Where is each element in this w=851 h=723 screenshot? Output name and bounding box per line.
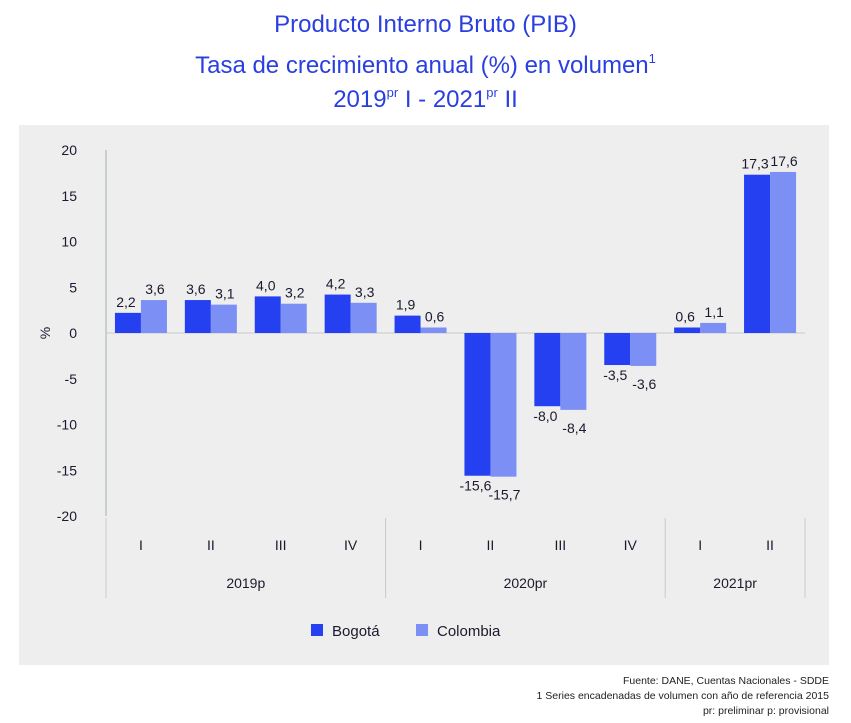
bar-bogota (254, 296, 281, 333)
y-tick-label: -15 (57, 462, 77, 478)
quarter-label: I (698, 537, 702, 553)
y-axis-label: % (37, 327, 53, 339)
quarter-label: IV (344, 537, 358, 553)
bar-bogota (674, 327, 701, 333)
data-label: 3,3 (355, 284, 375, 300)
data-label: 2,2 (116, 294, 136, 310)
data-label: 0,6 (425, 309, 445, 325)
abbreviation-note: pr: preliminar p: provisional (702, 705, 829, 717)
quarter-label: III (555, 537, 567, 553)
bar-colombia (770, 171, 797, 333)
year-group-label: 2021pr (713, 575, 757, 591)
bar-colombia (280, 303, 307, 333)
y-tick-label: -10 (57, 417, 77, 433)
y-tick-label: 5 (69, 279, 77, 295)
data-label: 1,9 (396, 297, 416, 313)
bar-bogota (464, 333, 491, 476)
quarter-label: II (487, 537, 495, 553)
series-note: 1 Series encadenadas de volumen con año … (536, 690, 829, 702)
bar-colombia (630, 333, 657, 366)
bar-bogota (394, 315, 421, 333)
data-label: 1,1 (704, 304, 724, 320)
legend-label: Bogotá (332, 623, 380, 640)
bar-colombia (700, 322, 727, 333)
data-label: -15,7 (488, 487, 520, 503)
bar-colombia (210, 304, 237, 333)
period-range: I - 2021 (398, 86, 487, 113)
bar-colombia (350, 302, 377, 333)
data-label: 3,6 (145, 281, 165, 297)
subtitle-footnote-mark: 1 (648, 51, 656, 66)
period-start-year: 2019 (333, 86, 387, 113)
chart-footer: Fuente: DANE, Cuentas Nacionales - SDDE … (537, 674, 829, 719)
legend-label: Colombia (437, 623, 501, 640)
data-label: -8,0 (533, 408, 557, 424)
bar-bogota (324, 294, 351, 333)
bar-bogota (744, 174, 771, 333)
bar-bogota (114, 312, 141, 333)
quarter-label: II (766, 537, 774, 553)
period-start-sup: pr (386, 85, 399, 100)
legend-swatch (311, 624, 323, 636)
bar-chart: 20 15 10 5 0 -5 -10 -15 -20% 2,2 3,6 4,0 4,2 1,9 -15,6… (37, 142, 806, 640)
y-tick-label: 15 (61, 188, 77, 204)
data-label: -15,6 (459, 478, 491, 494)
data-label: 0,6 (675, 309, 695, 325)
bar-colombia (140, 300, 167, 333)
year-group-label: 2019p (226, 575, 265, 591)
y-tick-label: -5 (65, 371, 78, 387)
bar-colombia (560, 333, 587, 410)
y-tick-label: -20 (57, 508, 77, 524)
chart-panel: 20 15 10 5 0 -5 -10 -15 -20% 2,2 3,6 4,0 4,2 1,9 -15,6… (19, 125, 829, 665)
bar-bogota (184, 300, 211, 333)
data-label: 3,6 (186, 281, 206, 297)
data-label: 17,3 (741, 156, 768, 172)
bar-bogota (534, 333, 561, 407)
quarter-label: II (207, 537, 215, 553)
quarter-label: I (419, 537, 423, 553)
data-label: 4,2 (326, 276, 346, 292)
quarter-label: I (139, 537, 143, 553)
legend-swatch (416, 624, 428, 636)
quarter-label: IV (624, 537, 638, 553)
chart-period: 2019pr I - 2021pr II (0, 76, 851, 117)
chart-subtitle: Tasa de crecimiento anual (%) en volumen… (0, 42, 851, 83)
bar-colombia (490, 333, 517, 477)
data-label: -3,5 (603, 367, 627, 383)
quarter-label: III (275, 537, 287, 553)
y-tick-label: 0 (69, 325, 77, 341)
bar-colombia (420, 327, 447, 333)
bar-bogota (604, 333, 631, 366)
y-tick-label: 20 (61, 142, 77, 158)
source-note: Fuente: DANE, Cuentas Nacionales - SDDE (622, 675, 829, 687)
period-end-sup: pr (486, 85, 498, 100)
y-tick-label: 10 (61, 234, 77, 250)
data-label: 3,2 (285, 285, 305, 301)
data-label: 3,1 (215, 286, 235, 302)
year-group-label: 2020pr (504, 575, 548, 591)
subtitle-text: Tasa de crecimiento anual (%) en volumen (195, 52, 649, 79)
data-label: -8,4 (562, 420, 586, 436)
period-end-quarter: II (497, 86, 518, 113)
data-label: -3,6 (632, 376, 656, 392)
data-label: 4,0 (256, 277, 276, 293)
data-label: 17,6 (770, 153, 797, 169)
chart-title: Producto Interno Bruto (PIB) (274, 11, 577, 38)
